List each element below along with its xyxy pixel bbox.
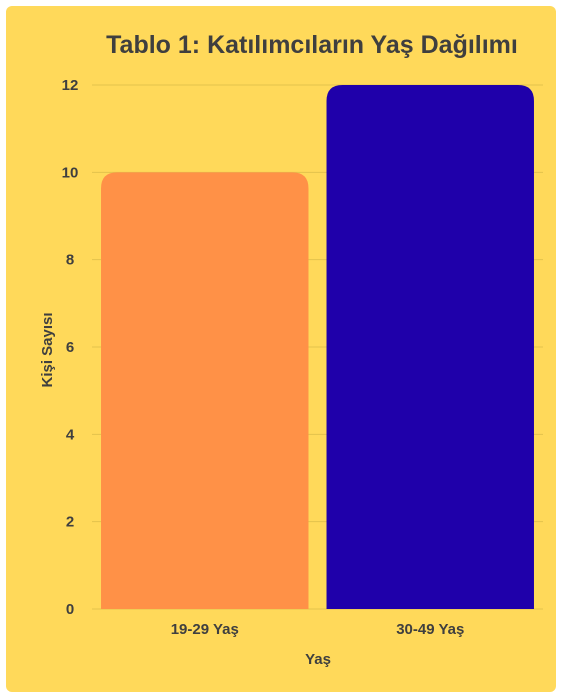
y-axis-ticks: 0 2 4 6 8 10 12 <box>62 77 79 618</box>
y-tick-label: 8 <box>66 252 74 269</box>
y-axis-title: Kişi Sayısı <box>39 312 56 387</box>
x-tick-label: 19-29 Yaş <box>171 621 239 638</box>
bars <box>101 85 534 610</box>
y-tick-label: 12 <box>62 77 79 94</box>
bar-1 <box>101 172 309 610</box>
y-tick-label: 0 <box>66 601 74 618</box>
y-tick-label: 6 <box>66 339 74 356</box>
y-tick-label: 2 <box>66 514 74 531</box>
x-tick-label: 30-49 Yaş <box>396 621 464 638</box>
chart-container: Tablo 1: Katılımcıların Yaş Dağılımı 0 2 4… <box>6 6 556 692</box>
x-axis-title: Yaş <box>305 651 331 668</box>
y-tick-label: 4 <box>66 426 75 443</box>
bar-2 <box>326 85 534 609</box>
chart-title: Tablo 1: Katılımcıların Yaş Dağılımı <box>106 31 518 59</box>
bar-chart: Tablo 1: Katılımcıların Yaş Dağılımı 0 2 4… <box>6 6 556 692</box>
x-axis-ticks: 19-29 Yaş 30-49 Yaş <box>171 621 465 638</box>
y-tick-label: 10 <box>62 164 79 181</box>
